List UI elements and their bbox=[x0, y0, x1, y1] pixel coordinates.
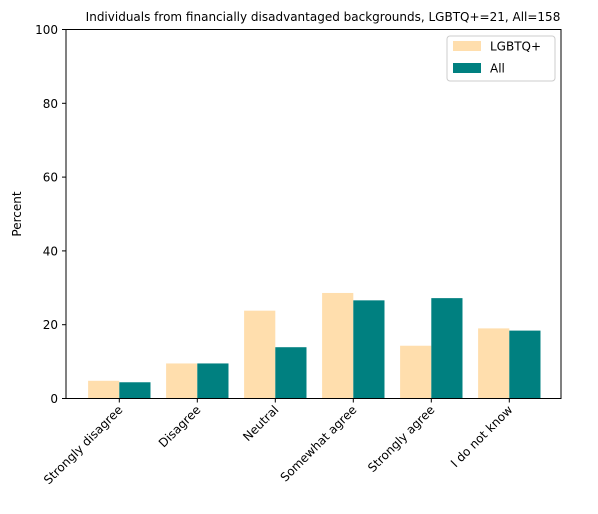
legend-swatch-1 bbox=[453, 63, 481, 73]
bar-all-2 bbox=[275, 347, 307, 399]
x-tick-label-0: Strongly disagree bbox=[41, 403, 125, 487]
bar-lgbtq-1 bbox=[166, 363, 198, 399]
legend-label-0: LGBTQ+ bbox=[490, 40, 541, 54]
x-tick-label-4: Strongly agree bbox=[365, 403, 437, 475]
legend-swatch-0 bbox=[453, 41, 481, 51]
y-tick-label-2: 40 bbox=[43, 244, 58, 258]
bar-all-1 bbox=[197, 363, 229, 399]
bar-all-5 bbox=[509, 330, 541, 399]
chart-title: Individuals from financially disadvantag… bbox=[86, 10, 561, 24]
x-tick-label-2: Neutral bbox=[240, 403, 281, 444]
x-tick-label-1: Disagree bbox=[156, 403, 204, 451]
bar-lgbtq-5 bbox=[478, 328, 510, 399]
bar-all-3 bbox=[353, 300, 385, 399]
bars-layer bbox=[88, 292, 541, 399]
bar-lgbtq-3 bbox=[322, 292, 354, 399]
legend-label-1: All bbox=[490, 62, 505, 76]
y-tick-label-0: 0 bbox=[50, 392, 58, 406]
bar-all-4 bbox=[431, 298, 463, 399]
bar-lgbtq-4 bbox=[400, 345, 432, 399]
legend: LGBTQ+ All bbox=[446, 35, 556, 82]
plot-frame bbox=[65, 29, 562, 399]
bar-all-0 bbox=[119, 382, 151, 399]
bar-lgbtq-0 bbox=[88, 380, 120, 399]
x-tick-label-3: Somewhat agree bbox=[278, 403, 360, 485]
y-axis-label: Percent bbox=[10, 191, 24, 236]
y-tick-label-4: 80 bbox=[43, 97, 58, 111]
y-tick-label-5: 100 bbox=[35, 23, 58, 37]
x-tick-label-5: I do not know bbox=[448, 403, 516, 471]
y-tick-label-1: 20 bbox=[43, 318, 58, 332]
y-tick-label-3: 60 bbox=[43, 171, 58, 185]
bar-lgbtq-2 bbox=[244, 310, 276, 399]
x-axis: Strongly disagree Disagree NeutralSomewhat… bbox=[41, 398, 516, 487]
y-axis: 0 20 40 60 80 100 bbox=[35, 23, 66, 406]
